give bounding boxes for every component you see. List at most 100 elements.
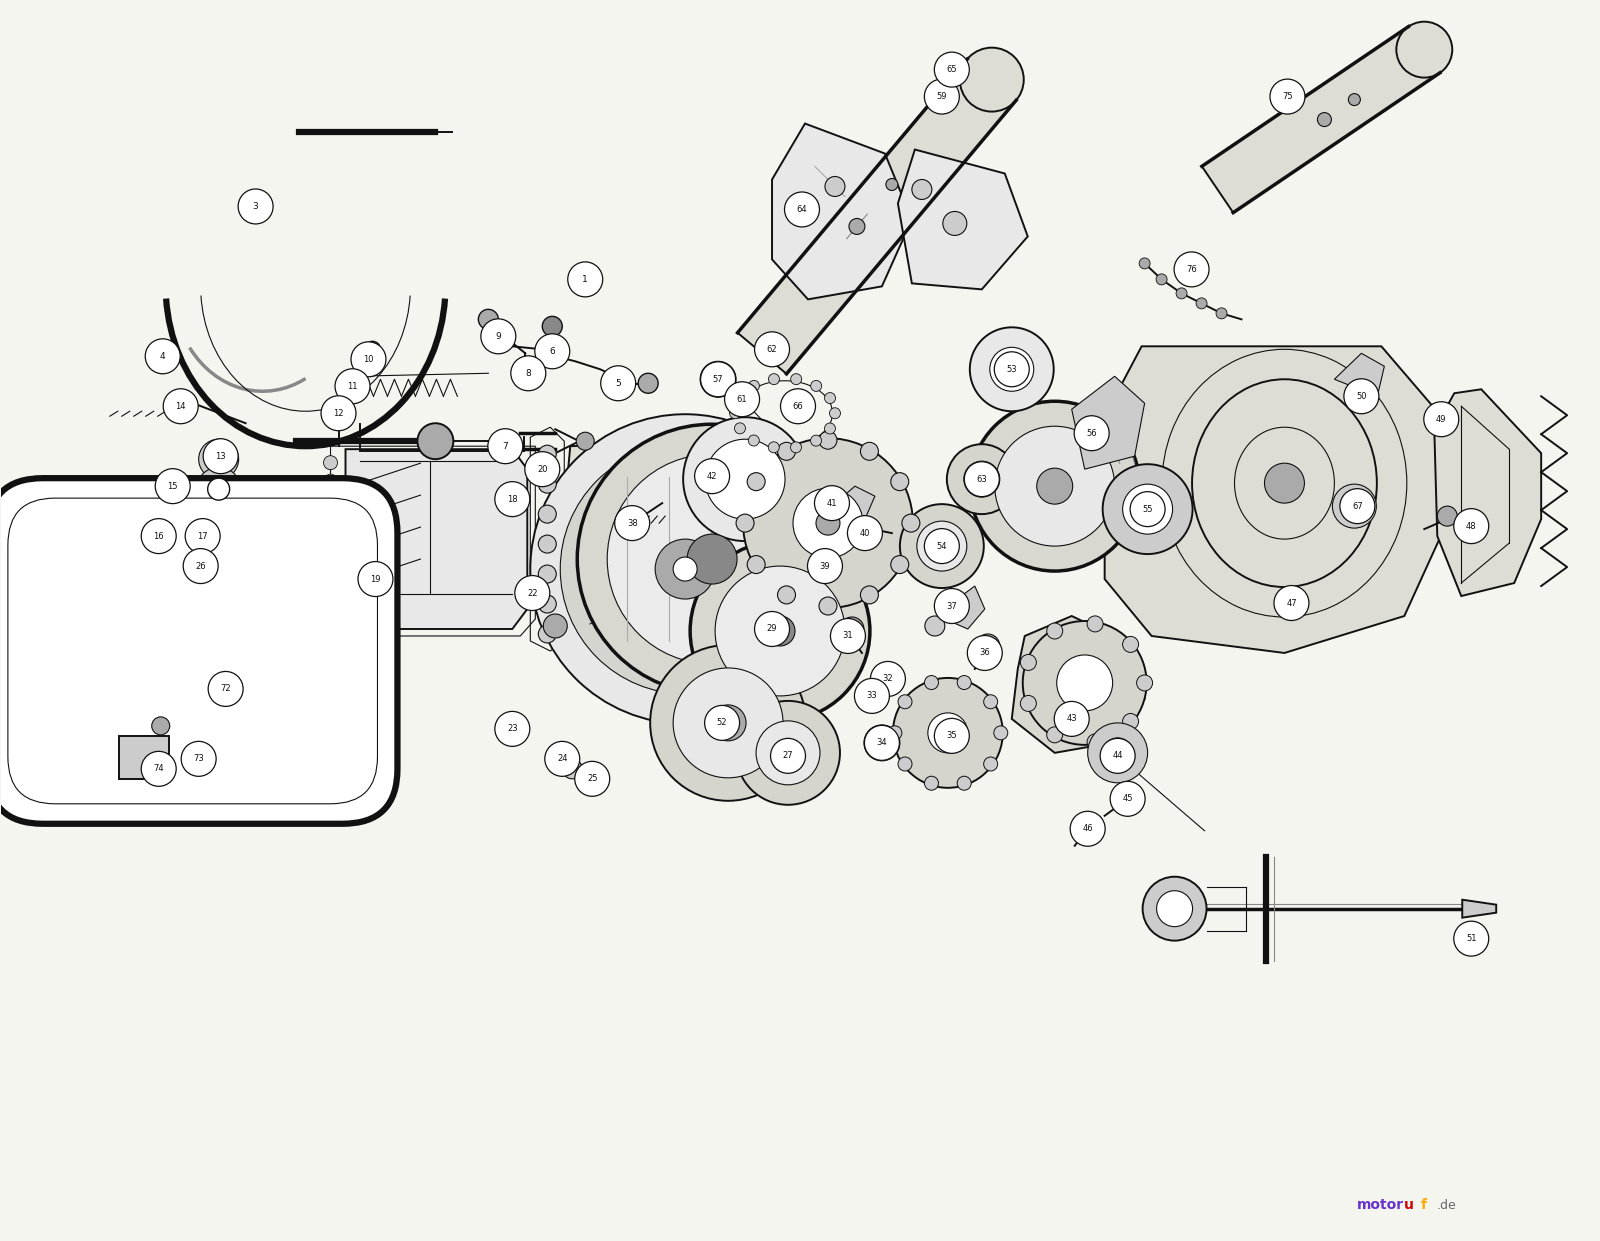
Text: 31: 31 — [843, 632, 853, 640]
Circle shape — [323, 493, 338, 506]
Text: 74: 74 — [154, 764, 165, 773]
FancyBboxPatch shape — [0, 478, 397, 824]
Circle shape — [544, 741, 579, 777]
Circle shape — [934, 588, 970, 623]
Circle shape — [808, 549, 843, 583]
Text: 19: 19 — [370, 575, 381, 583]
Circle shape — [742, 438, 914, 608]
Text: 14: 14 — [176, 402, 186, 411]
Circle shape — [886, 179, 898, 190]
Circle shape — [198, 439, 238, 479]
Circle shape — [816, 511, 840, 535]
Circle shape — [888, 726, 902, 740]
Circle shape — [960, 47, 1024, 112]
Text: 42: 42 — [707, 472, 717, 480]
Circle shape — [1086, 616, 1102, 632]
Circle shape — [488, 428, 523, 464]
Circle shape — [334, 369, 370, 403]
Circle shape — [1197, 298, 1206, 309]
Circle shape — [701, 361, 736, 397]
Polygon shape — [1462, 900, 1496, 917]
Circle shape — [1022, 620, 1147, 745]
Circle shape — [768, 374, 779, 385]
Text: 51: 51 — [1466, 934, 1477, 943]
Circle shape — [208, 449, 229, 469]
Circle shape — [862, 686, 882, 706]
Circle shape — [898, 695, 912, 709]
Text: 15: 15 — [168, 482, 178, 490]
Text: 55: 55 — [1142, 505, 1154, 514]
Circle shape — [1142, 876, 1206, 941]
Text: 73: 73 — [194, 755, 205, 763]
Circle shape — [957, 675, 971, 690]
Circle shape — [749, 381, 760, 391]
Circle shape — [912, 180, 931, 200]
Text: 26: 26 — [195, 562, 206, 571]
Circle shape — [1110, 782, 1146, 817]
Circle shape — [186, 519, 221, 553]
Polygon shape — [946, 586, 984, 629]
Circle shape — [947, 444, 1016, 514]
Circle shape — [1157, 891, 1192, 927]
Circle shape — [725, 382, 760, 417]
Text: 11: 11 — [347, 382, 358, 391]
Circle shape — [1021, 654, 1037, 670]
Polygon shape — [832, 486, 875, 524]
Circle shape — [155, 469, 190, 504]
Circle shape — [494, 711, 530, 746]
Text: 54: 54 — [936, 541, 947, 551]
Circle shape — [1101, 738, 1134, 773]
Circle shape — [326, 405, 350, 428]
Circle shape — [1102, 738, 1133, 768]
Circle shape — [203, 439, 238, 474]
Circle shape — [323, 585, 338, 599]
Circle shape — [710, 371, 726, 387]
Circle shape — [686, 534, 738, 585]
Circle shape — [144, 520, 176, 552]
Circle shape — [704, 705, 739, 741]
Circle shape — [994, 726, 1008, 740]
Circle shape — [418, 423, 453, 459]
Circle shape — [238, 189, 274, 223]
Circle shape — [654, 539, 715, 599]
Circle shape — [542, 316, 562, 336]
Text: 5: 5 — [616, 379, 621, 387]
Circle shape — [194, 527, 211, 545]
Circle shape — [350, 341, 386, 377]
Text: 32: 32 — [883, 674, 893, 684]
Circle shape — [1046, 727, 1062, 743]
Circle shape — [141, 751, 176, 787]
Circle shape — [1138, 499, 1157, 519]
Circle shape — [694, 459, 730, 494]
Circle shape — [1397, 21, 1453, 78]
Circle shape — [976, 634, 1000, 658]
Circle shape — [925, 616, 946, 635]
Circle shape — [1123, 484, 1173, 534]
Text: 16: 16 — [154, 531, 165, 541]
Circle shape — [965, 462, 1000, 496]
Circle shape — [534, 334, 570, 369]
Circle shape — [749, 436, 760, 446]
Polygon shape — [738, 60, 1016, 374]
Circle shape — [925, 529, 960, 563]
Circle shape — [208, 478, 230, 500]
Circle shape — [898, 757, 912, 771]
Text: 43: 43 — [1066, 715, 1077, 724]
Circle shape — [538, 475, 557, 493]
Circle shape — [1437, 506, 1458, 526]
Polygon shape — [773, 124, 912, 299]
Circle shape — [994, 351, 1029, 387]
Text: 67: 67 — [1352, 501, 1363, 510]
Text: 12: 12 — [333, 408, 344, 418]
Circle shape — [990, 347, 1034, 391]
Text: 75: 75 — [1282, 92, 1293, 101]
Text: 37: 37 — [947, 602, 957, 611]
Circle shape — [1088, 724, 1147, 783]
Text: 35: 35 — [947, 731, 957, 741]
Text: 52: 52 — [717, 719, 728, 727]
Circle shape — [674, 668, 782, 778]
Text: motor: motor — [1357, 1199, 1405, 1212]
Text: 44: 44 — [1112, 751, 1123, 761]
Polygon shape — [346, 449, 528, 629]
Circle shape — [726, 385, 757, 414]
